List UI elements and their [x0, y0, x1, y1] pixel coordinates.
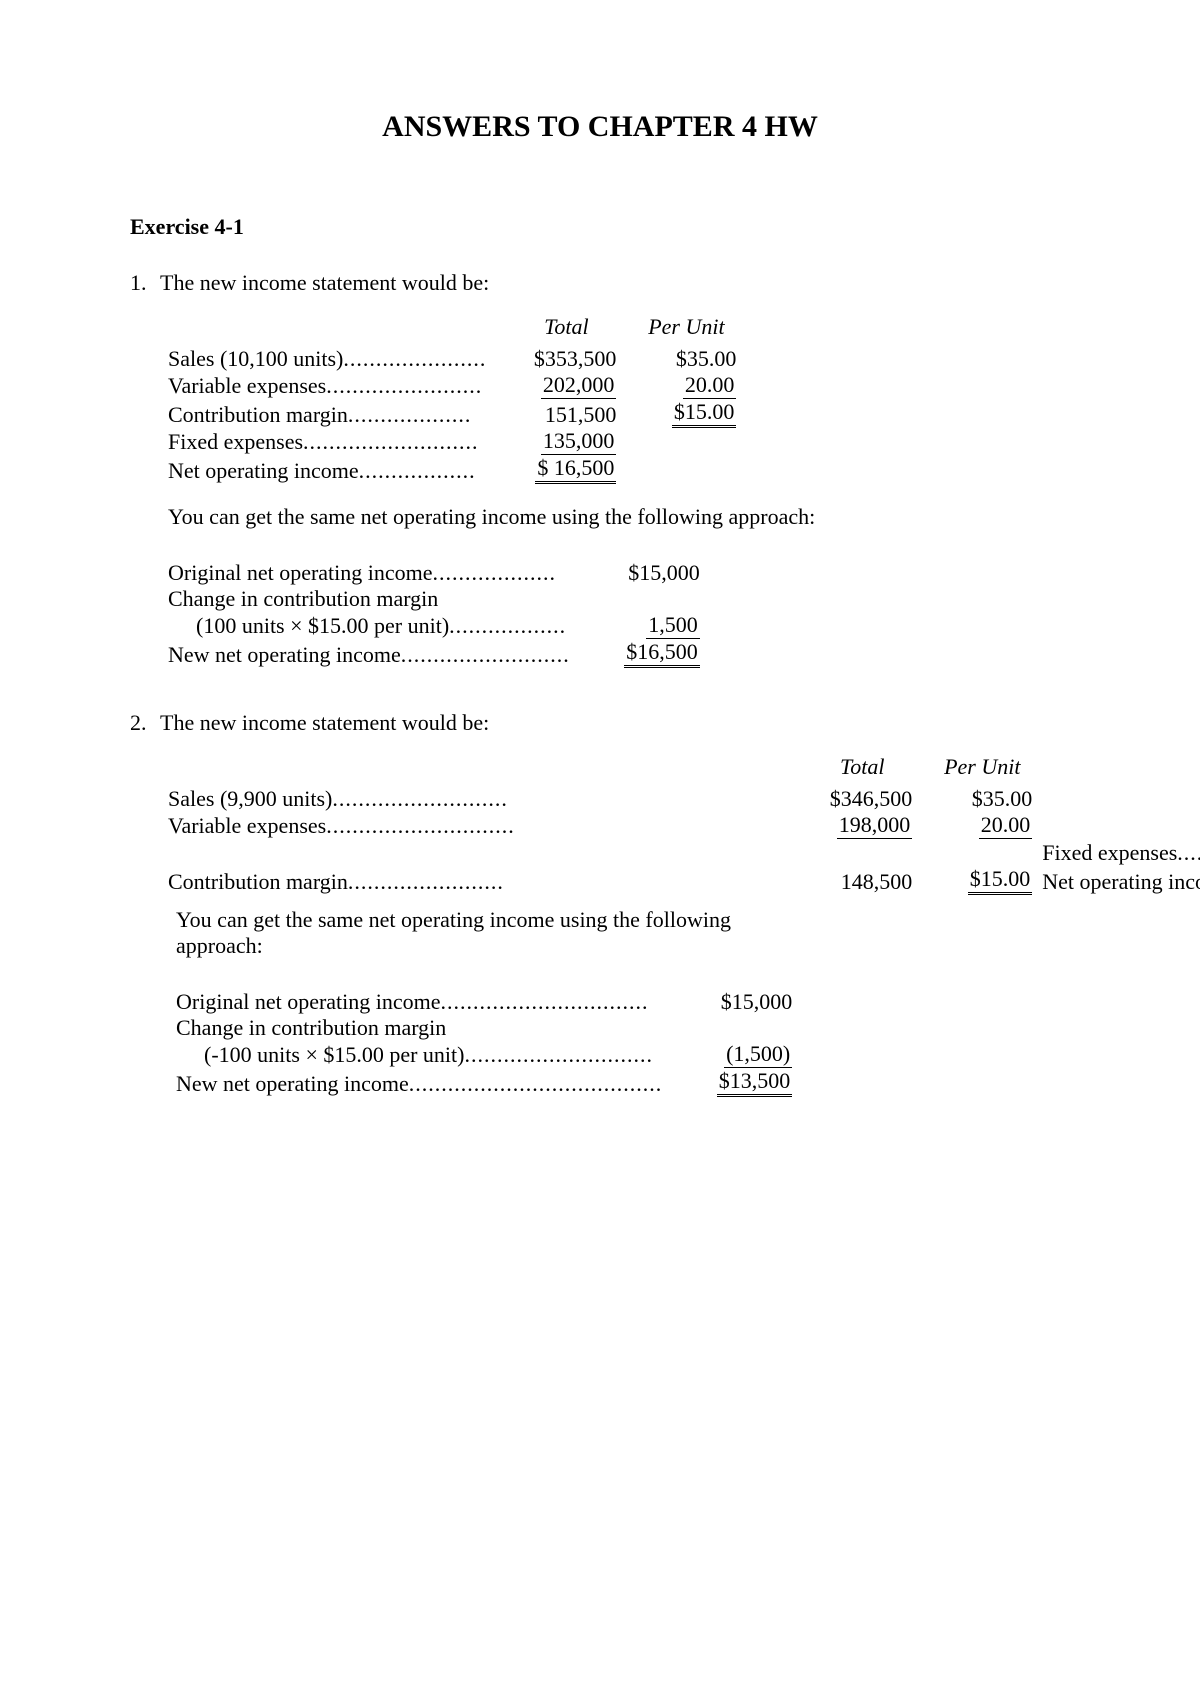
- row-label: Net operating income: [1042, 866, 1200, 895]
- question-body: The new income statement would be: Total…: [160, 710, 1200, 1137]
- table-row: Contribution margin 148,500 $15.00 Fixed…: [168, 839, 1200, 895]
- q2-approach-table: Original net operating income $15,000 Ch…: [176, 989, 802, 1097]
- table-row: Sales (10,100 units) $353,500 $35.00: [168, 346, 746, 372]
- row-label: Sales (10,100 units): [168, 346, 506, 372]
- row-label: Original net operating income: [176, 989, 682, 1015]
- col-total-header: Total: [506, 314, 626, 346]
- table-row: (-100 units × $15.00 per unit) (1,500): [176, 1041, 802, 1068]
- table-row: Variable expenses 202,000 20.00: [168, 372, 746, 399]
- col-total-header: Total: [802, 754, 922, 786]
- row-label: Net operating income: [168, 455, 506, 484]
- question-body: The new income statement would be: Total…: [160, 270, 1070, 688]
- table-row: New net operating income $13,500: [176, 1068, 802, 1097]
- question-number: 1.: [130, 270, 160, 688]
- q1-approach-note: You can get the same net operating incom…: [168, 504, 1070, 530]
- question-1: 1. The new income statement would be: To…: [130, 270, 1070, 688]
- row-label: Sales (9,900 units): [168, 786, 802, 812]
- row-label: Fixed expenses: [168, 428, 506, 455]
- row-label: Change in contribution margin: [176, 1015, 682, 1041]
- col-perunit-header: Per Unit: [626, 314, 746, 346]
- question-2: 2. The new income statement would be: To…: [130, 710, 1070, 1137]
- row-label: Variable expenses: [168, 372, 506, 399]
- page-title: ANSWERS TO CHAPTER 4 HW: [130, 110, 1070, 144]
- table-row: Net operating income $ 16,500: [168, 455, 746, 484]
- table-row: Variable expenses 198,000 20.00: [168, 812, 1200, 839]
- table-row: Change in contribution margin: [168, 586, 710, 612]
- row-label: Contribution margin: [168, 839, 802, 895]
- table-row: Change in contribution margin: [176, 1015, 802, 1041]
- table-row: Sales (9,900 units) $346,500 $35.00: [168, 786, 1200, 812]
- table-row: Fixed expenses 135,000: [1042, 839, 1200, 866]
- row-label: Contribution margin: [168, 399, 506, 428]
- q2-intro: The new income statement would be:: [160, 710, 1200, 736]
- table-row: New net operating income $16,500: [168, 639, 710, 668]
- table-row: Original net operating income $15,000: [168, 560, 710, 586]
- table-row: Fixed expenses 135,000: [168, 428, 746, 455]
- q1-income-table: Total Per Unit Sales (10,100 units) $353…: [168, 314, 746, 484]
- q1-approach-table: Original net operating income $15,000 Ch…: [168, 560, 710, 668]
- row-label: Change in contribution margin: [168, 586, 590, 612]
- table-row: Contribution margin 151,500 $15.00: [168, 399, 746, 428]
- row-label: New net operating income: [168, 639, 590, 668]
- row-label: (-100 units × $15.00 per unit): [176, 1041, 682, 1068]
- page: ANSWERS TO CHAPTER 4 HW Exercise 4-1 1. …: [0, 0, 1200, 1205]
- q2-approach-note: You can get the same net operating incom…: [176, 907, 802, 959]
- row-label: Variable expenses: [168, 812, 802, 839]
- table-row: Net operating income $ 13,500: [1042, 866, 1200, 895]
- table-row: Original net operating income $15,000: [176, 989, 802, 1015]
- exercise-label: Exercise 4-1: [130, 214, 1070, 240]
- row-label: Fixed expenses: [1042, 839, 1200, 866]
- row-label: Original net operating income: [168, 560, 590, 586]
- q2-income-table: Total Per Unit Sales (9,900 units) $346,…: [168, 754, 1200, 1117]
- q1-intro: The new income statement would be:: [160, 270, 1070, 296]
- question-number: 2.: [130, 710, 160, 1137]
- row-label: (100 units × $15.00 per unit): [168, 612, 590, 639]
- row-label: New net operating income: [176, 1068, 682, 1097]
- col-perunit-header: Per Unit: [922, 754, 1042, 786]
- table-row: (100 units × $15.00 per unit) 1,500: [168, 612, 710, 639]
